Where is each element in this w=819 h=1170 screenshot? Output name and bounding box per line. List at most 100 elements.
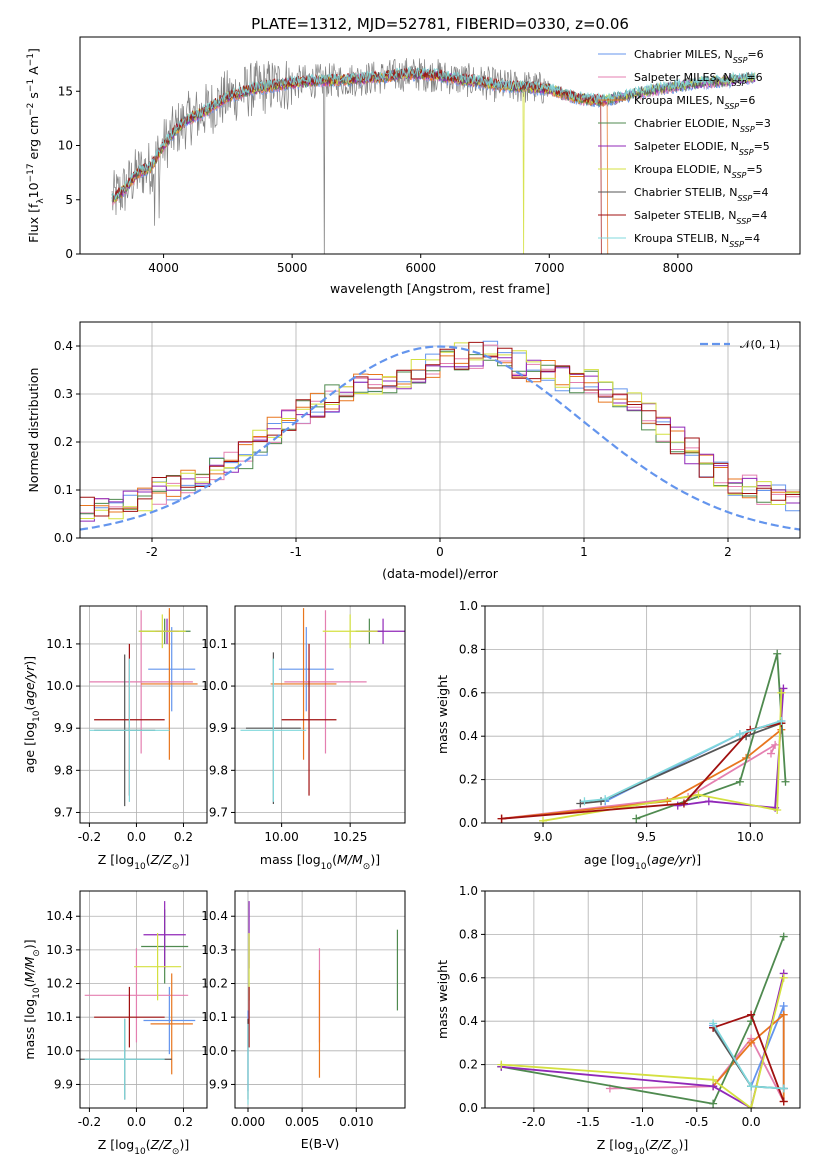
y-tick-label: 10.0: [46, 679, 73, 693]
x-tick-label: -2.0: [522, 1115, 545, 1129]
x-axis-label: mass [log10(M/M⊙)]: [260, 852, 380, 872]
x-axis-label: Z [log10(Z/Z⊙)]: [98, 852, 189, 872]
x-tick-label: 10.0: [737, 830, 764, 844]
series-point-marker: [773, 649, 782, 658]
weight-lines-plot: [497, 932, 788, 1108]
y-tick-label: 10.2: [201, 977, 228, 991]
errorbar-plot: [89, 608, 198, 807]
x-axis-label: E(B-V): [301, 1136, 340, 1151]
series-point-marker: [779, 1084, 788, 1093]
errorbar-point: [278, 627, 334, 712]
y-tick-label: 15: [58, 84, 73, 98]
model-fit-line: [111, 70, 756, 207]
series-point-marker: [576, 799, 585, 808]
y-tick-label: 0.6: [459, 686, 478, 700]
x-tick-label: 7000: [534, 261, 565, 275]
series-line: [501, 977, 785, 1108]
y-axis-label: mass [log10(M/M⊙)]: [22, 939, 42, 1059]
y-tick-label: 10.4: [201, 909, 228, 923]
residual-histogram-panel: -2 -1 0 1 2 0.0 0.1 0.2 0.3 0.4 𝒩(0, 1) (data-model…: [26, 321, 801, 581]
series-line: [542, 692, 783, 822]
x-tick-label: -1.5: [576, 1115, 599, 1129]
mass-vs-EBV-panel: 0.000 0.005 0.010 9.9 10.0 10.1 10.2 10.3 10.4 E(…: [201, 890, 406, 1151]
x-tick-label: 0.000: [231, 1115, 265, 1129]
legend-entry: 𝒩(0, 1): [740, 338, 780, 351]
x-tick-label: 0.2: [174, 830, 193, 844]
x-axis-label: age [log10(age/yr)]: [584, 852, 701, 872]
age-vs-mass-panel: 10.00 10.25 9.7 9.8 9.9 10.0 10.1 mass [log10(M…: [201, 605, 406, 872]
y-tick-label: 10.0: [46, 1044, 73, 1058]
y-tick-label: 10.1: [201, 637, 228, 651]
x-tick-label: -0.2: [78, 1115, 101, 1129]
series-point-marker: [747, 1010, 756, 1019]
x-axis-label: Z [log10(Z/Z⊙)]: [98, 1137, 189, 1157]
massweight-vs-age-panel: 9.0 9.5 10.0 0.0 0.2 0.4 0.6 0.8 1.0 age [log10(a…: [435, 599, 801, 872]
y-tick-label: 10.3: [46, 943, 73, 957]
histogram-step-line: [80, 356, 800, 522]
y-tick-label: 0.6: [459, 971, 478, 985]
histogram-plot: [80, 340, 800, 531]
x-tick-label: 9.5: [637, 830, 656, 844]
y-tick-label: 9.7: [54, 805, 73, 819]
series-point-marker: [779, 684, 788, 693]
series-point-marker: [781, 777, 790, 786]
y-axis-label: mass weight: [435, 675, 450, 754]
series-line: [584, 720, 782, 803]
series-point-marker: [777, 717, 786, 726]
series-point-marker: [601, 795, 610, 804]
axes-frame: [79, 605, 208, 824]
series-point-marker: [673, 801, 682, 810]
model-fit-line: [111, 65, 756, 203]
x-tick-label: 1: [580, 545, 588, 559]
y-tick-label: 9.8: [54, 763, 73, 777]
y-tick-label: 0.2: [54, 435, 73, 449]
series-point-marker: [747, 1038, 756, 1047]
y-tick-label: 10.0: [201, 679, 228, 693]
series-line: [580, 722, 782, 805]
series-point-marker: [704, 797, 713, 806]
legend-entry: Salpeter MILES, NSSP=6: [634, 71, 763, 88]
series-point-marker: [779, 932, 788, 941]
y-axis-label: age [log10(age/yr)]: [22, 656, 42, 773]
errorbar-point: [84, 1018, 165, 1100]
x-tick-label: -0.2: [78, 830, 101, 844]
y-tick-label: 10.1: [46, 637, 73, 651]
y-tick-label: 0.8: [459, 642, 478, 656]
errorbar-point: [89, 658, 170, 802]
series-point-marker: [539, 816, 548, 823]
x-tick-label: 6000: [405, 261, 436, 275]
legend-entry: Chabrier MILES, NSSP=6: [634, 48, 764, 65]
axes-frame: [484, 890, 801, 1109]
legend-entry: Salpeter STELIB, NSSP=4: [634, 209, 767, 226]
series-point-marker: [779, 973, 788, 982]
y-tick-label: 9.9: [209, 1077, 228, 1091]
y-tick-label: 10.0: [201, 1044, 228, 1058]
errorbar-point: [281, 643, 337, 796]
errorbar-point: [89, 610, 193, 754]
series-point-marker: [679, 799, 688, 808]
axes-frame: [79, 890, 208, 1109]
y-tick-label: 9.9: [209, 721, 228, 735]
x-tick-label: 0.2: [174, 1115, 193, 1129]
errorbar-point: [270, 608, 337, 760]
series-point-marker: [694, 790, 703, 799]
series-point-marker: [747, 1082, 756, 1091]
axes-frame: [484, 605, 801, 824]
x-tick-label: 0.005: [285, 1115, 319, 1129]
series-point-marker: [779, 1002, 788, 1011]
series-point-marker: [632, 814, 641, 823]
y-tick-label: 0.2: [459, 1058, 478, 1072]
x-tick-label: 2: [724, 545, 732, 559]
y-tick-label: 0.3: [54, 387, 73, 401]
errorbar-point: [284, 610, 367, 754]
y-tick-label: 0.0: [459, 1101, 478, 1115]
y-tick-label: 0.0: [459, 816, 478, 830]
x-tick-label: 9.0: [533, 830, 552, 844]
y-tick-label: 10.4: [46, 909, 73, 923]
x-tick-label: 0.0: [742, 1115, 761, 1129]
legend-entry: Kroupa MILES, NSSP=6: [634, 94, 755, 111]
y-tick-label: 0.2: [459, 773, 478, 787]
y-tick-label: 0.4: [459, 1014, 478, 1028]
series-point-marker: [747, 1104, 756, 1108]
